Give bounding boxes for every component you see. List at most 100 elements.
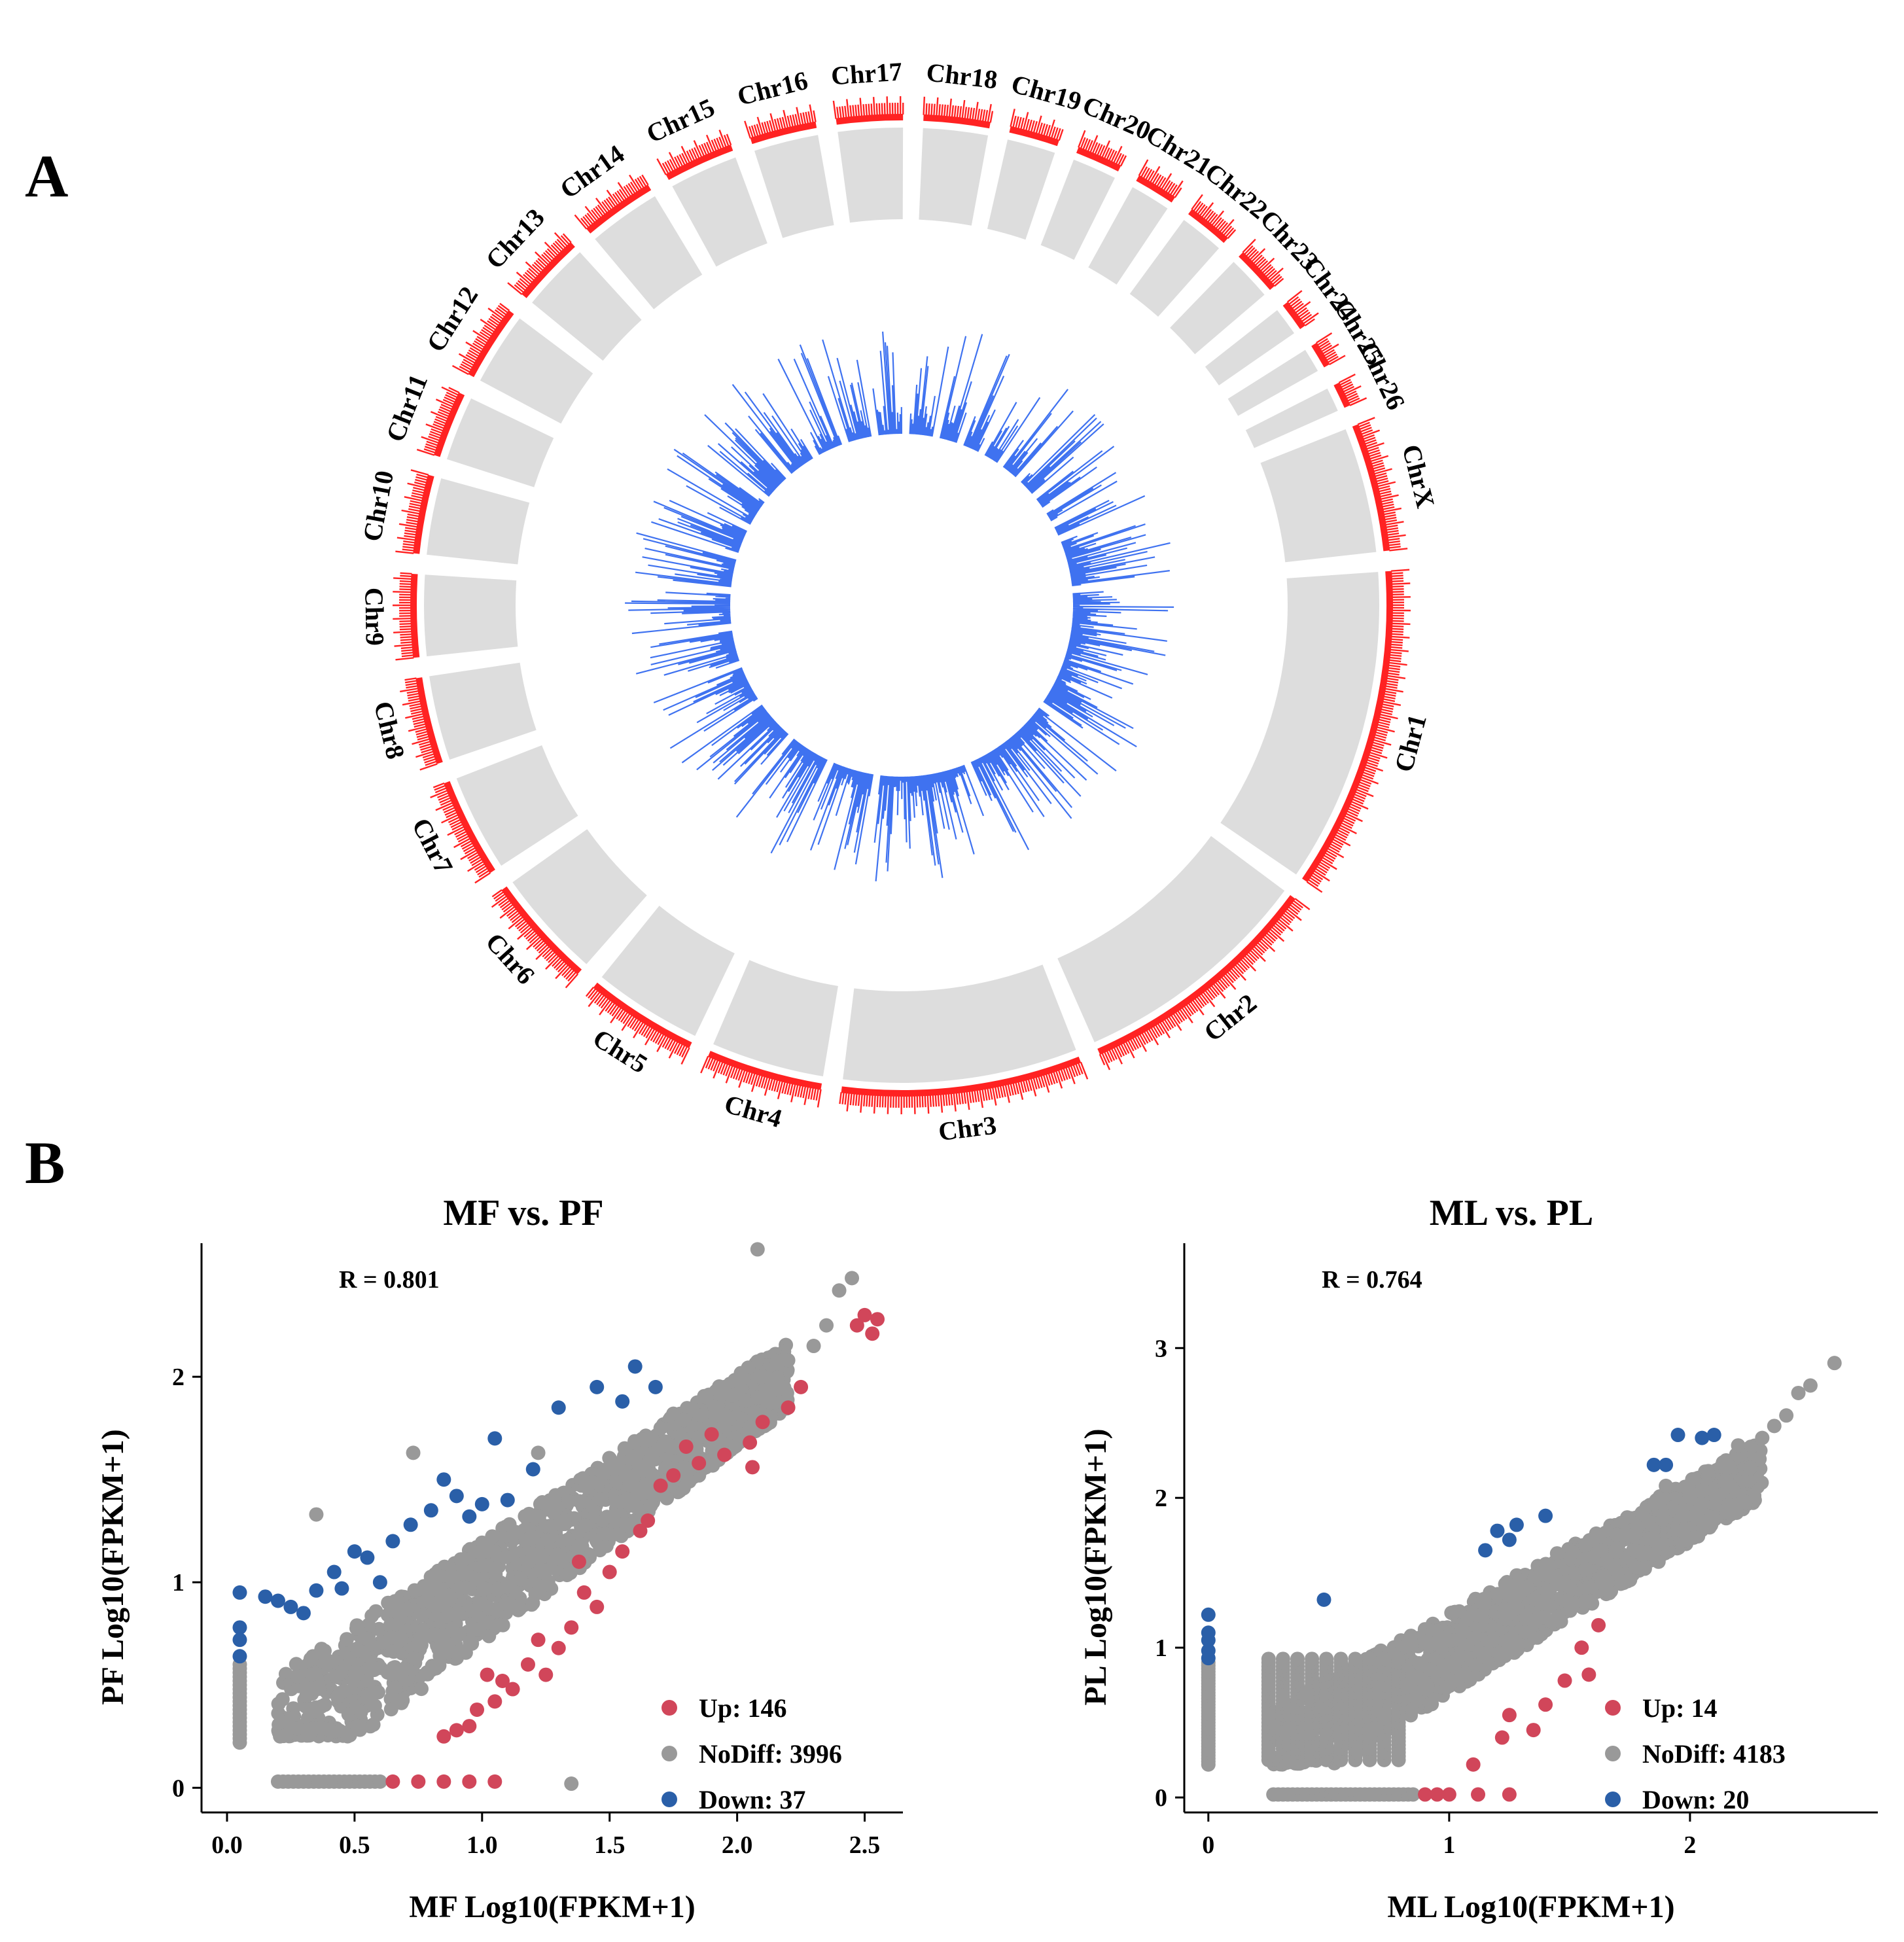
nodiff-point — [1744, 1439, 1758, 1455]
nodiff-point — [463, 1634, 478, 1649]
nodiff-point — [598, 1527, 613, 1542]
nodiff-point — [1391, 1651, 1406, 1667]
up-point — [857, 1307, 872, 1322]
nodiff-point — [845, 1271, 860, 1286]
nodiff-point — [482, 1600, 497, 1615]
chromosome-segment — [595, 196, 703, 309]
nodiff-point — [1583, 1593, 1598, 1608]
chromosome-label: Chr18 — [925, 57, 998, 94]
nodiff-point — [1275, 1651, 1290, 1667]
nodiff-point — [376, 1635, 391, 1650]
up-point — [1538, 1697, 1553, 1712]
nodiff-point — [1630, 1560, 1645, 1575]
nodiff-point — [349, 1621, 364, 1636]
nodiff-point — [750, 1390, 765, 1405]
chromosome-ticks — [574, 174, 649, 230]
nodiff-point — [653, 1421, 668, 1436]
nodiff-point — [348, 1665, 362, 1679]
chromosome-segment — [424, 574, 518, 657]
down-point — [462, 1509, 477, 1524]
up-point — [470, 1702, 485, 1717]
legend-label-nodiff: NoDiff: 4183 — [1642, 1739, 1786, 1769]
legend-marker — [661, 1792, 677, 1807]
x-tick-label: 2.0 — [722, 1831, 753, 1859]
chromosome-scale-band — [468, 310, 514, 378]
nodiff-point — [1551, 1608, 1566, 1623]
chromosome-segment — [1245, 388, 1338, 448]
down-point — [1201, 1651, 1216, 1666]
chromosome-segment — [512, 829, 647, 964]
y-tick-label: 1 — [172, 1569, 185, 1597]
nodiff-point — [1655, 1512, 1670, 1527]
up-point — [717, 1447, 732, 1462]
nodiff-point — [1439, 1680, 1454, 1695]
nodiff-point — [559, 1568, 574, 1583]
chromosome-segment — [1170, 262, 1265, 355]
nodiff-point — [1540, 1584, 1555, 1599]
down-point — [1478, 1543, 1493, 1558]
nodiff-point — [525, 1596, 540, 1611]
chromosome-label: Chr9 — [359, 587, 390, 646]
nodiff-point — [819, 1318, 834, 1333]
nodiff-point — [1613, 1576, 1629, 1591]
nodiff-point — [1468, 1658, 1483, 1673]
chromosome-ticks — [451, 302, 510, 376]
nodiff-point — [1731, 1438, 1746, 1453]
nodiff-point — [362, 1662, 378, 1677]
up-point — [692, 1456, 707, 1471]
chromosome-segment — [1129, 220, 1220, 317]
nodiff-point — [440, 1645, 455, 1660]
nodiff-point — [561, 1494, 576, 1509]
down-point — [1659, 1457, 1674, 1472]
up-point — [551, 1640, 566, 1655]
nodiff-point — [350, 1644, 365, 1658]
nodiff-point — [1528, 1570, 1543, 1585]
chromosome-segment — [601, 906, 735, 1036]
chromosome-label: Chr12 — [421, 281, 484, 357]
y-tick-label: 3 — [1155, 1335, 1167, 1362]
down-point — [309, 1583, 324, 1598]
nodiff-point — [578, 1518, 593, 1533]
nodiff-point — [1535, 1610, 1550, 1625]
nodiff-point — [1701, 1464, 1716, 1479]
chromosome-scale-band — [1009, 126, 1060, 147]
chromosome-scale-band — [521, 241, 575, 298]
nodiff-point — [470, 1622, 484, 1637]
nodiff-point — [677, 1413, 692, 1428]
up-point — [411, 1774, 426, 1789]
up-point — [794, 1379, 809, 1394]
chromosome-ticks — [1191, 194, 1237, 239]
down-point — [232, 1649, 247, 1664]
down-point — [590, 1379, 605, 1394]
nodiff-point — [1450, 1674, 1465, 1688]
nodiff-point — [676, 1481, 691, 1496]
nodiff-point — [1609, 1527, 1624, 1542]
up-point — [1502, 1787, 1517, 1802]
nodiff-point — [1500, 1586, 1514, 1601]
chromosome-label: Chr16 — [734, 65, 811, 111]
chromosome-ticks — [923, 96, 994, 123]
nodiff-point — [400, 1602, 415, 1617]
chromosome-label: Chr26 — [1354, 338, 1411, 415]
legend-label-nodiff: NoDiff: 3996 — [699, 1739, 842, 1769]
nodiff-point — [415, 1608, 430, 1623]
chromosome-ticks — [839, 1061, 1089, 1115]
up-point — [505, 1682, 520, 1697]
chromosome-label: ChrX — [1396, 442, 1440, 511]
nodiff-point — [490, 1581, 505, 1597]
nodiff-point — [303, 1651, 318, 1667]
nodiff-point — [1430, 1651, 1445, 1666]
chromosome-scale-band — [1352, 424, 1390, 552]
nodiff-point — [564, 1776, 579, 1792]
nodiff-point — [427, 1581, 442, 1597]
down-point — [283, 1599, 298, 1614]
nodiff-point — [520, 1532, 535, 1547]
data-points — [1201, 1356, 1842, 1802]
chromosome-segment — [1260, 429, 1377, 563]
chromosome-ticks — [1357, 417, 1408, 552]
down-series — [232, 1359, 663, 1664]
nodiff-point — [340, 1632, 354, 1647]
chromosome-segment — [480, 318, 593, 424]
down-point — [1695, 1430, 1710, 1445]
chromosome-label: Chr10 — [357, 468, 400, 544]
